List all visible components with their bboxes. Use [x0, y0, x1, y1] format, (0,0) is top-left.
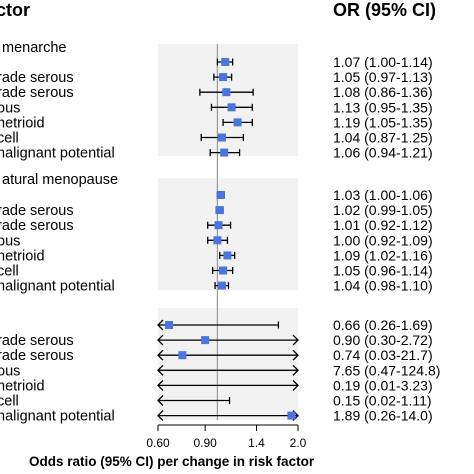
row-label: netrioid: [0, 248, 45, 264]
or-ci-text: 1.06 (0.94-1.21): [333, 145, 433, 161]
point-estimate: [227, 103, 236, 112]
point-estimate: [165, 321, 174, 329]
or-ci-text: 1.04 (0.98-1.10): [333, 278, 433, 294]
group-title: menarche: [2, 40, 66, 56]
row-labels: menarche 1.07 (1.00-1.14) rade serous 1.05 …: [0, 40, 440, 425]
row-label: nalignant potential: [0, 409, 115, 425]
point-estimate: [233, 118, 242, 127]
panel-background: [158, 308, 298, 420]
or-ci-text: 1.08 (0.86-1.36): [333, 84, 433, 100]
row-label: netrioid: [0, 115, 45, 131]
point-estimate: [220, 148, 229, 157]
point-estimate: [217, 281, 226, 290]
point-estimate: [216, 191, 225, 199]
point-estimate: [215, 206, 224, 215]
row-label: rade serous: [0, 348, 74, 364]
or-ci-text: 1.00 (0.92-1.09): [333, 232, 433, 248]
point-estimate: [219, 73, 228, 82]
or-ci-text: 1.05 (0.97-1.13): [333, 69, 433, 85]
row-label: ous: [0, 233, 20, 249]
row-label: rade serous: [0, 70, 74, 86]
row-label: rade serous: [0, 203, 74, 219]
x-axis: 0.60 0.90 1.4 2.0: [146, 424, 307, 450]
point-estimate: [217, 133, 226, 142]
panel-backgrounds: [158, 44, 298, 420]
ci-arrow: [157, 379, 164, 391]
point-estimate: [213, 236, 222, 245]
header-factor: ctor: [0, 0, 30, 20]
group-title: atural menopause: [2, 172, 118, 188]
or-ci-text: 1.13 (0.95-1.35): [333, 99, 433, 115]
or-ci-text: 0.74 (0.03-21.7): [333, 347, 433, 363]
or-ci-text: 0.66 (0.26-1.69): [333, 317, 433, 333]
row-label: rade serous: [0, 85, 74, 101]
row-label: cell: [0, 131, 19, 147]
or-ci-text: 0.15 (0.02-1.11): [333, 393, 432, 409]
point-estimate: [201, 336, 210, 345]
point-estimate: [219, 266, 228, 275]
row-label: cell: [0, 394, 19, 410]
ci-arrow: [157, 334, 164, 346]
or-ci-text: 1.02 (0.99-1.05): [333, 202, 433, 218]
row-label: netrioid: [0, 378, 45, 394]
row-label: rade serous: [0, 333, 74, 349]
ci-arrow: [292, 349, 299, 361]
point-estimate: [214, 221, 223, 230]
forest-marks: [157, 58, 299, 422]
point-estimate: [223, 251, 232, 260]
ci-arrow: [157, 319, 164, 331]
x-tick-label: 0.60: [146, 436, 170, 450]
point-estimate: [222, 88, 231, 97]
point-estimate: [178, 351, 187, 360]
or-ci-text: 1.89 (0.26-14.0): [333, 408, 433, 424]
point-estimate: [221, 58, 230, 66]
row-label: cell: [0, 264, 19, 280]
ci-arrow: [292, 334, 299, 346]
or-ci-text: 1.09 (1.02-1.16): [333, 247, 433, 263]
row-label: ous: [0, 100, 20, 116]
x-tick-label: 0.90: [193, 436, 217, 450]
row-label: rade serous: [0, 218, 74, 234]
or-ci-text: 1.04 (0.87-1.25): [333, 130, 433, 146]
x-axis-label: Odds ratio (95% CI) per change in risk f…: [29, 454, 315, 469]
or-ci-text: 1.19 (1.05-1.35): [333, 114, 433, 130]
ci-arrow: [157, 395, 164, 406]
or-ci-text: 7.65 (0.47-124.8): [333, 362, 440, 378]
ci-arrow: [292, 364, 299, 376]
x-tick-label: 1.4: [248, 436, 265, 450]
panel-background: [158, 178, 298, 290]
or-ci-text: 0.19 (0.01-3.23): [333, 377, 433, 393]
row-label: nalignant potential: [0, 279, 115, 295]
ci-arrow: [157, 410, 164, 422]
or-ci-text: 1.07 (1.00-1.14): [333, 54, 433, 70]
header-or-ci: OR (95% CI): [333, 0, 436, 20]
ci-arrow: [157, 349, 164, 361]
ci-arrow: [292, 379, 299, 391]
or-ci-text: 1.01 (0.92-1.12): [333, 217, 433, 233]
row-label: ous: [0, 363, 20, 379]
x-tick-label: 2.0: [290, 436, 307, 450]
or-ci-text: 1.05 (0.96-1.14): [333, 263, 433, 279]
point-estimate: [287, 411, 296, 420]
ci-arrow: [157, 364, 164, 376]
or-ci-text: 1.03 (1.00-1.06): [333, 187, 433, 203]
or-ci-text: 0.90 (0.30-2.72): [333, 332, 433, 348]
row-label: nalignant potential: [0, 146, 115, 162]
